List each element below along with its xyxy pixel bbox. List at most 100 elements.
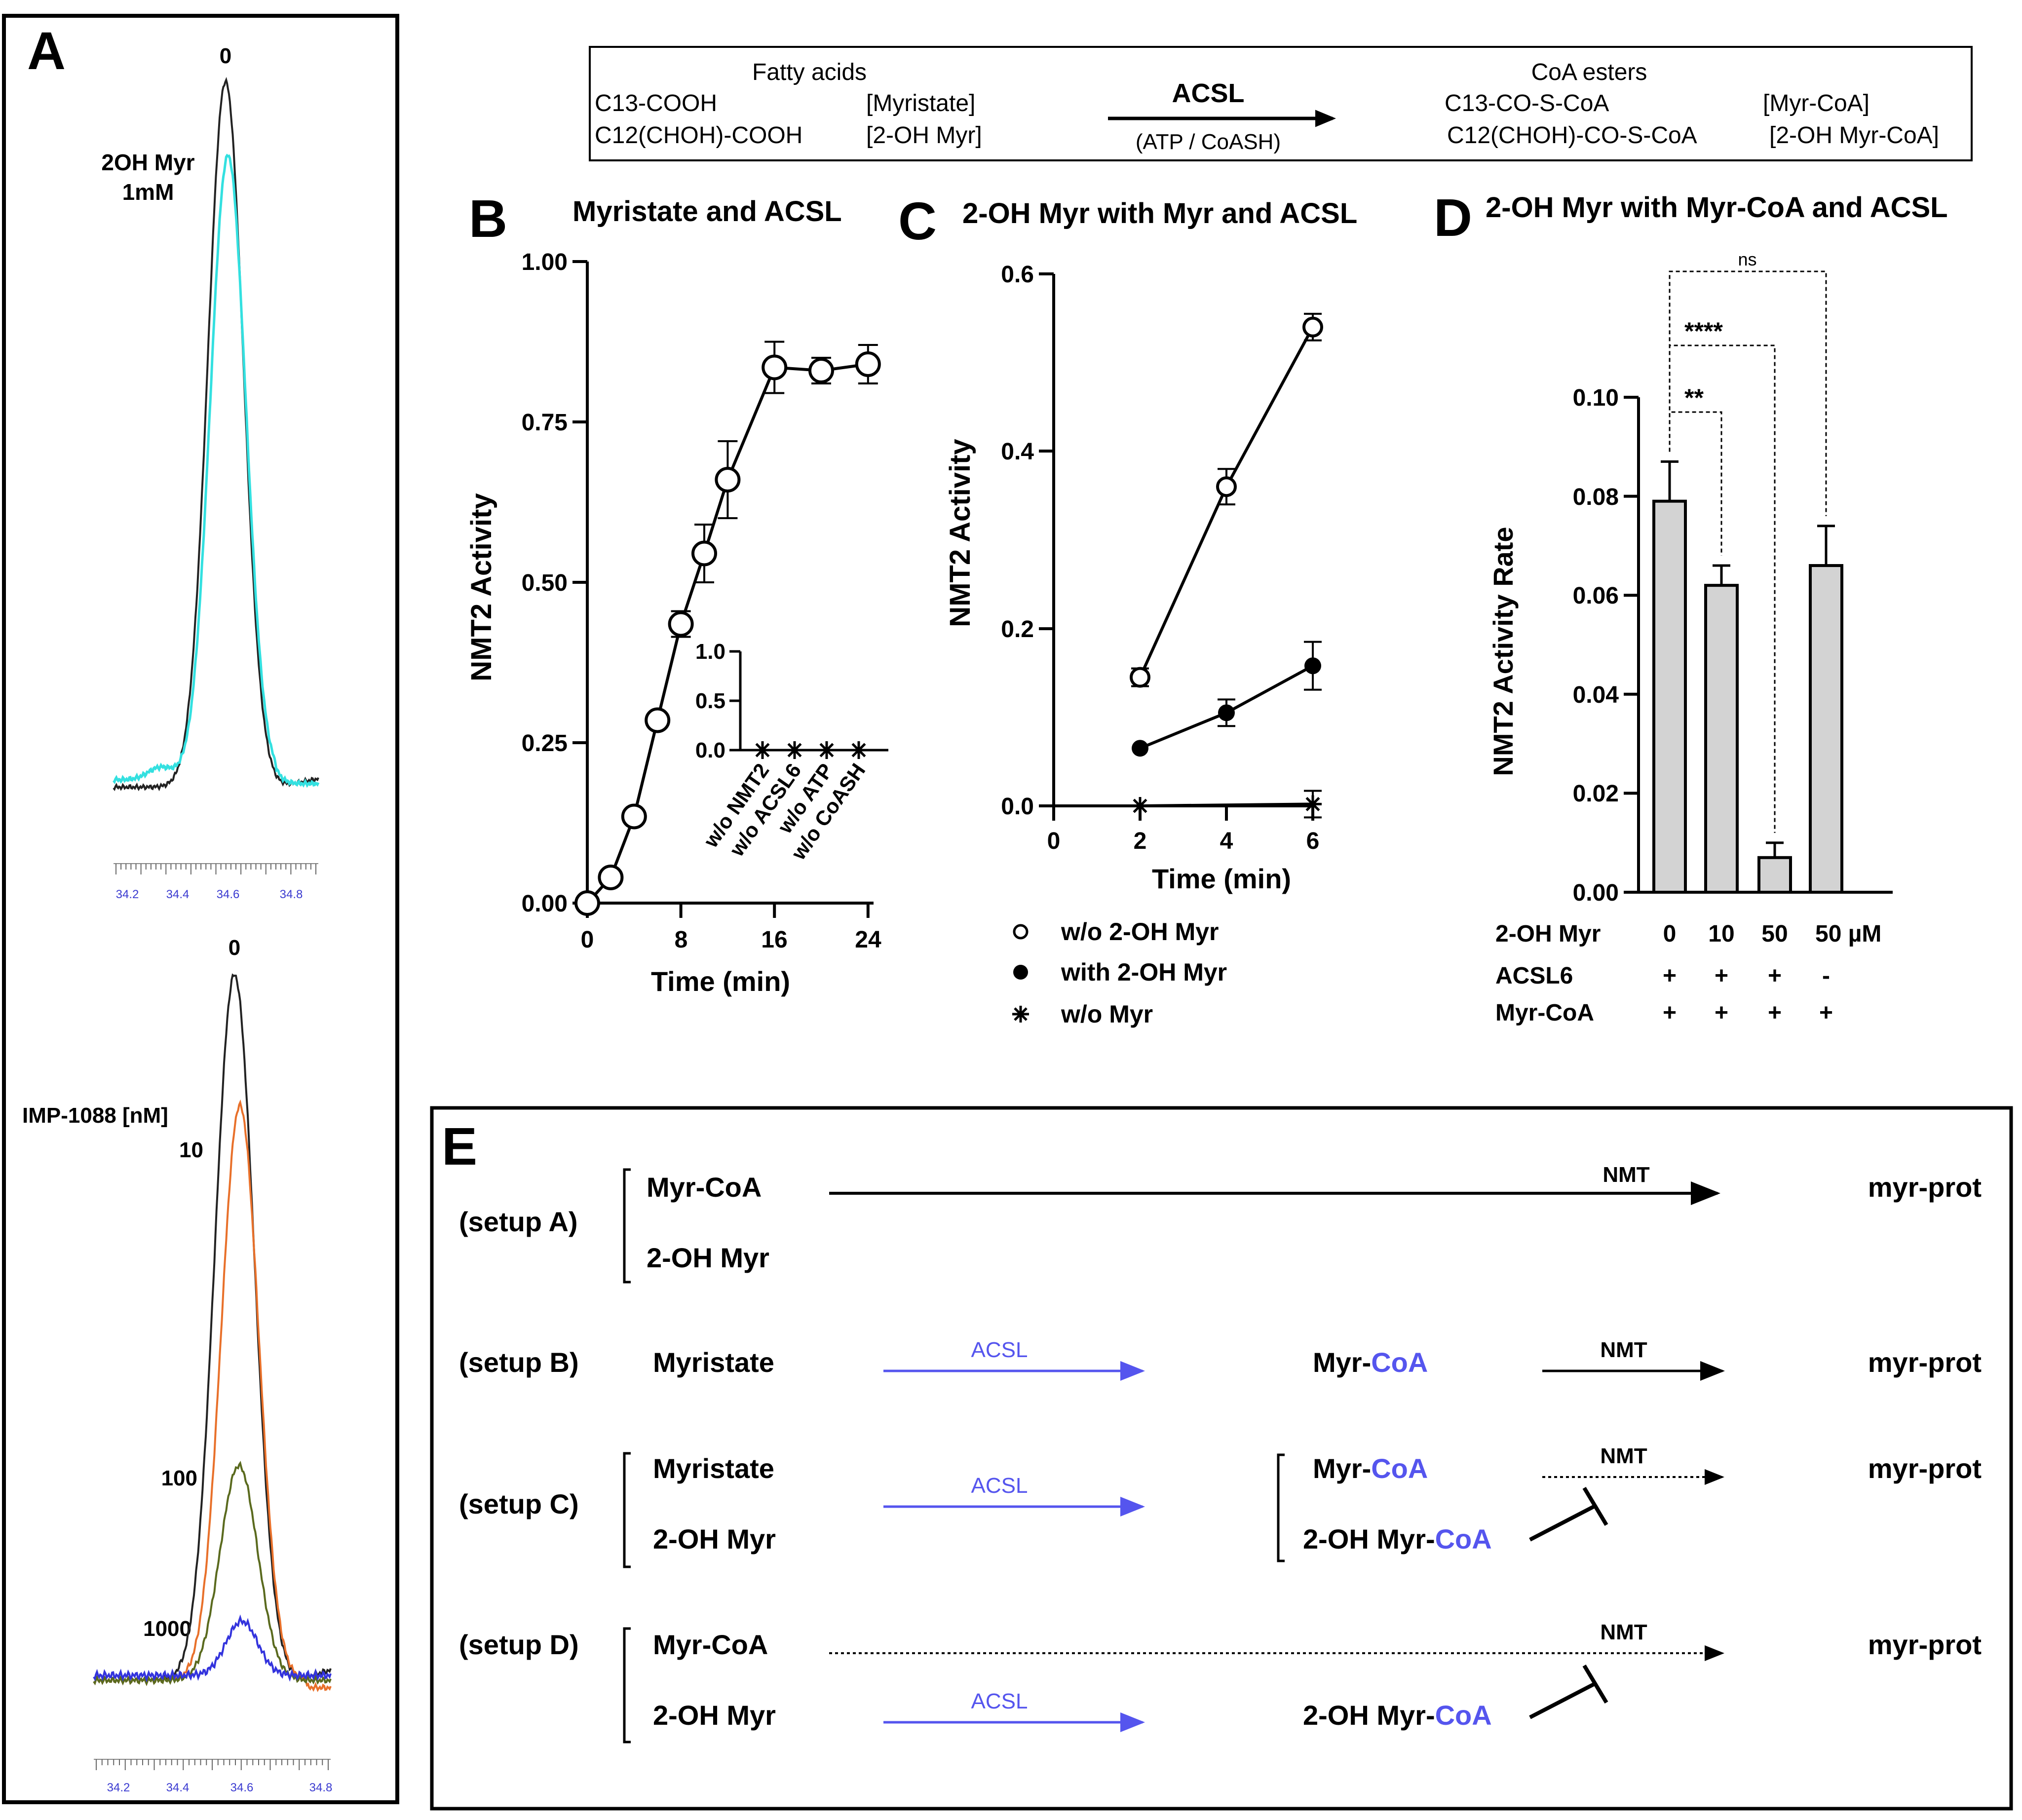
setup-c-int2-prefix: 2-OH Myr-: [1303, 1523, 1435, 1555]
panel-c-x-tick-label: 0: [1047, 828, 1061, 854]
panel-d-y-tick-label: 0.04: [1573, 682, 1619, 708]
scheme-left-row2-name: [2-OH Myr]: [866, 122, 982, 149]
panel-d-data: [1652, 460, 1843, 894]
panel-d-bar: [1757, 856, 1792, 894]
panel-b-y-tick-label: 0.25: [522, 730, 568, 757]
panel-c-letter: C: [898, 191, 937, 251]
significance-label: **: [1684, 384, 1704, 412]
panel-d-bar: [1704, 584, 1739, 894]
scheme-right-row1: C13-CO-S-CoA: [1445, 90, 1609, 116]
panel-b-y-ticks: [572, 260, 587, 905]
setup-b-nmt-label: NMT: [1600, 1338, 1647, 1362]
trace-top-cyan: [113, 153, 320, 788]
panel-b-y-tick-label: 1.00: [522, 249, 568, 275]
chromatogram-top: 0 2OH Myr 1mM 34.2 34.4 34.6 34.8: [101, 44, 320, 901]
setup-d-product: myr-prot: [1868, 1629, 1982, 1660]
chromatogram-bottom-tick-label: 34.2: [107, 1781, 130, 1794]
setup-c-intermediate-1: Myr-CoA: [1313, 1453, 1428, 1484]
inset-y-tick-label: 1.0: [695, 640, 725, 664]
condition-cell: 50 µM: [1815, 921, 1881, 947]
scheme-left-header: Fatty acids: [752, 59, 867, 85]
chromatogram-bottom: 0 IMP-1088 [nM] 10 100 1000 34.2 34.4 34…: [22, 936, 332, 1794]
panel-d-y-tick-label: 0.08: [1573, 484, 1619, 510]
panel-b-y-tick-label: 0.75: [522, 410, 568, 436]
panel-b-point: [574, 890, 600, 916]
panel-c-point-open: [1130, 667, 1150, 688]
significance-label: ns: [1738, 249, 1757, 269]
panel-b-inset: 0.0 0.5 1.0 w/o NMT2 w/o ACSL6 w/o ATP w…: [695, 640, 888, 864]
setup-c-bracket-left: [623, 1452, 631, 1568]
significance-bracket: [1669, 270, 1827, 516]
panel-c-x-tick-label: 2: [1134, 828, 1147, 854]
panel-b-ylabel: NMT2 Activity: [465, 493, 497, 681]
setup-a-bracket: [623, 1168, 631, 1284]
setup-b: (setup B) Myristate ACSL Myr-CoA NMT myr…: [459, 1338, 1982, 1381]
panel-b-point: [855, 351, 881, 377]
setup-c-bracket-right: [1277, 1453, 1285, 1562]
panel-d-y-tick-label: 0.00: [1573, 880, 1619, 906]
panel-b-x-tick-label: 8: [675, 927, 688, 953]
panel-d-bar: [1809, 564, 1843, 894]
panel-b-point: [668, 611, 694, 637]
panel-c-y-tick-label: 0.4: [1001, 439, 1034, 465]
setup-d-acsl-label: ACSL: [971, 1689, 1028, 1713]
chromatogram-bottom-title: IMP-1088 [nM]: [22, 1103, 168, 1128]
legend-marker-open-circle: [1013, 924, 1029, 940]
setup-b-label: (setup B): [459, 1347, 579, 1378]
panel-b-point: [691, 540, 717, 567]
setup-a: (setup A) Myr-CoA 2-OH Myr NMT myr-prot: [459, 1163, 1982, 1284]
condition-row-label: 2-OH Myr: [1495, 921, 1601, 947]
chromatogram-top-tick-label: 34.2: [116, 888, 139, 901]
setup-d-nmt-label: NMT: [1600, 1620, 1647, 1644]
chromatogram-bottom-peak-label: 0: [229, 936, 240, 960]
condition-cell: 50: [1761, 921, 1788, 947]
setup-d-intermediate: 2-OH Myr-CoA: [1303, 1700, 1492, 1731]
setup-c-intermediate-2: 2-OH Myr-CoA: [1303, 1523, 1492, 1555]
setup-d: (setup D) Myr-CoA 2-OH Myr NMT ACSL 2-OH…: [459, 1620, 1982, 1744]
setup-c-nmt-label: NMT: [1600, 1444, 1647, 1468]
legend-marker-filled-circle: [1013, 965, 1028, 980]
condition-cell: 10: [1708, 921, 1734, 947]
setup-d-input-2: 2-OH Myr: [653, 1700, 776, 1731]
panel-c-point-filled: [1218, 704, 1235, 721]
inset-data: [754, 741, 868, 759]
scheme-right-row2: C12(CHOH)-CO-S-CoA: [1447, 122, 1697, 149]
panel-d-y-tick-label: 0.10: [1573, 385, 1619, 411]
condition-cell: +: [1663, 1000, 1677, 1026]
panel-b-point: [621, 803, 647, 830]
scheme-right-header: CoA esters: [1531, 59, 1647, 85]
scheme-cofactors: (ATP / CoASH): [1136, 130, 1281, 154]
scheme-left-row1-name: [Myristate]: [866, 90, 975, 116]
legend-label: w/o Myr: [1061, 1000, 1153, 1028]
chromatogram-bottom-label-100: 100: [161, 1466, 197, 1490]
panel-c: C 2-OH Myr with Myr and ACSL NMT2 Activi…: [898, 191, 1357, 1028]
panel-d-bar: [1652, 499, 1687, 894]
panel-d-y-tick-label: 0.02: [1573, 781, 1619, 807]
panel-c-series-line: [1140, 802, 1313, 807]
condition-cell: 0: [1663, 921, 1677, 947]
panel-c-point-open: [1302, 316, 1323, 338]
panel-b-x-tick-label: 24: [855, 927, 881, 953]
panel-d-y-ticks: [1624, 396, 1639, 894]
setup-b-product: myr-prot: [1868, 1347, 1982, 1378]
setup-c-inhibition-bar: [1582, 1486, 1608, 1526]
setup-b-input: Myristate: [653, 1347, 774, 1378]
inset-point: [818, 741, 836, 759]
panel-b-x-tick-label: 16: [761, 927, 787, 953]
scheme-enzyme: ACSL: [1172, 78, 1245, 108]
panel-a-border: [2, 14, 399, 1804]
setup-d-int-suffix: CoA: [1435, 1700, 1492, 1731]
panel-d-letter: D: [1434, 188, 1472, 247]
chromatogram-top-label-line1: 2OH Myr: [101, 150, 194, 175]
chromatogram-bottom-tick-label: 34.4: [166, 1781, 190, 1794]
chromatogram-bottom-ticks: [96, 1759, 329, 1770]
chromatogram-bottom-label-10: 10: [179, 1138, 203, 1162]
inset-y-tick-label: 0.0: [695, 738, 725, 762]
setup-b-acsl-label: ACSL: [971, 1338, 1028, 1362]
setup-b-intermediate-prefix: Myr-: [1313, 1347, 1371, 1378]
panel-d-condition-table: 2-OH Myr ACSL6 Myr-CoA 0 10 50 50 µM + +…: [1495, 921, 1881, 1026]
inset-point: [786, 741, 803, 759]
chromatogram-bottom-tick-label: 34.6: [230, 1781, 254, 1794]
legend-asterisk-stroke: [1014, 1007, 1028, 1021]
